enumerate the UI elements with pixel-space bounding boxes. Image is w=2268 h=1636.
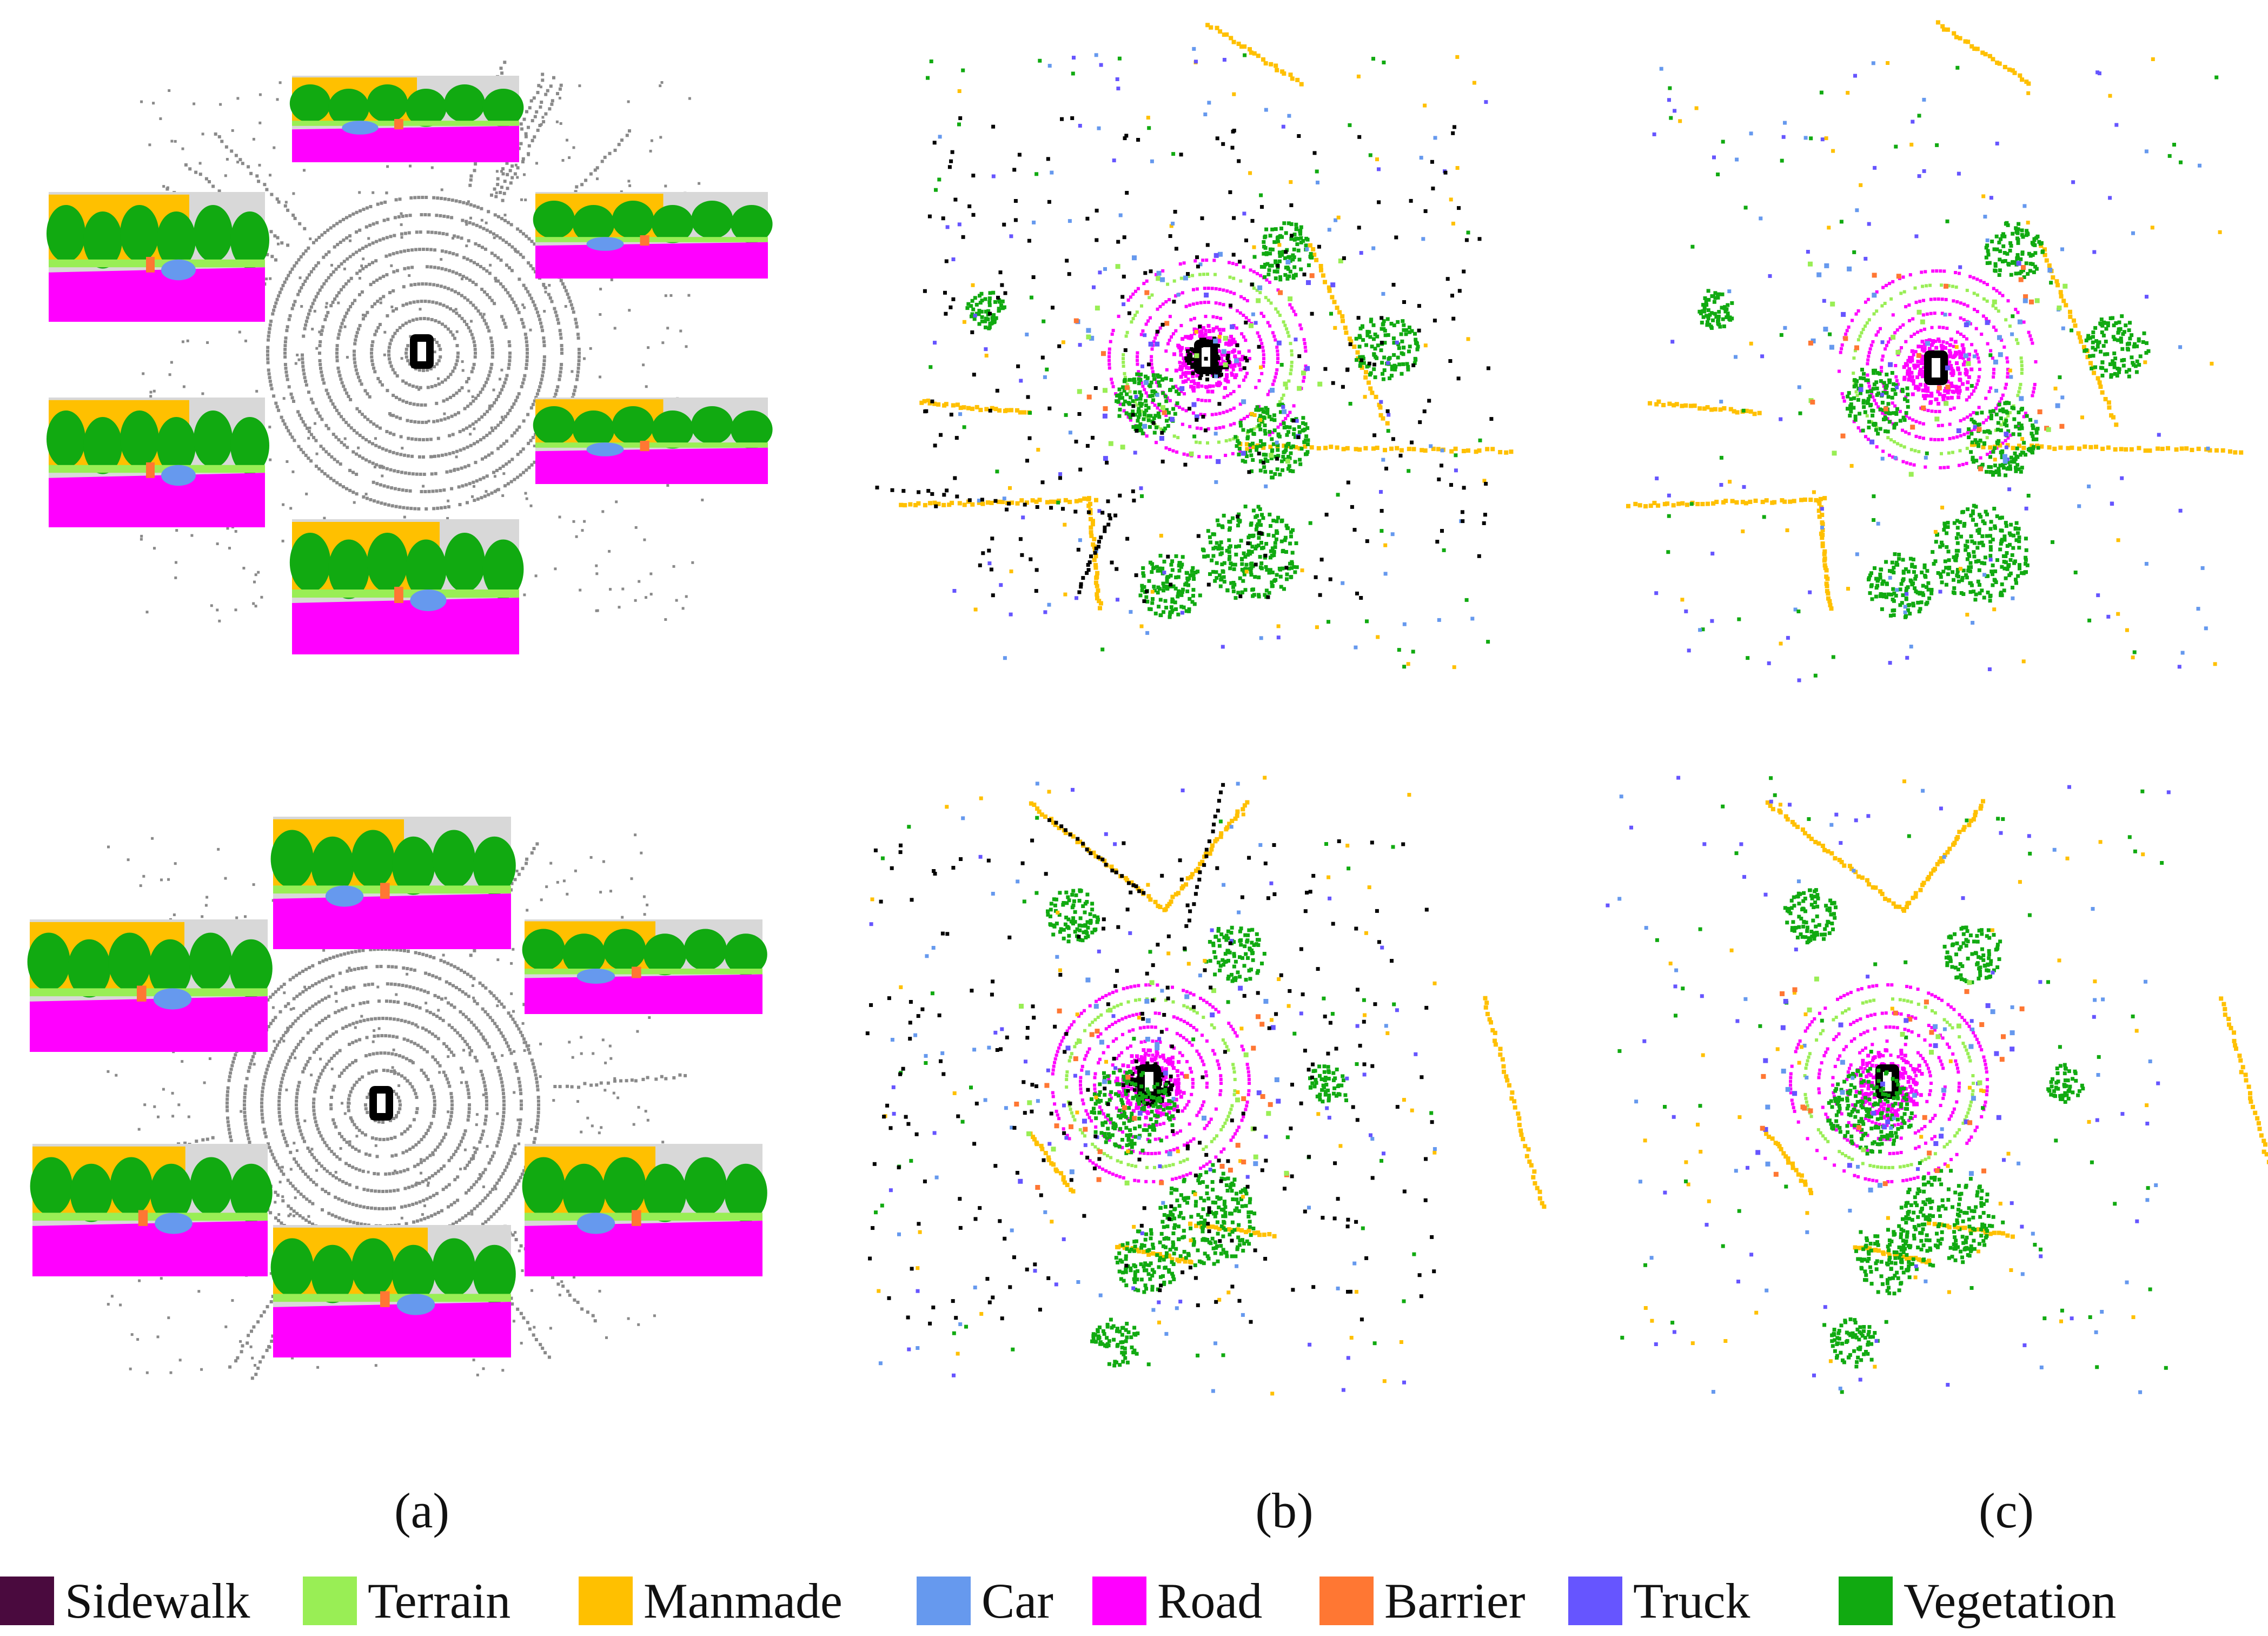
caption-b: (b) xyxy=(1255,1483,1314,1538)
camera-view-3 xyxy=(522,919,767,1014)
legend-item-vegetation: Vegetation xyxy=(1839,1573,2117,1628)
panel-b-top-segmentation-map xyxy=(875,23,1514,670)
figure-canvas xyxy=(27,20,2268,1396)
legend-swatch-truck xyxy=(1568,1577,1622,1625)
legend-label-vegetation: Vegetation xyxy=(1904,1573,2117,1628)
legend-swatch-sidewalk xyxy=(0,1577,54,1625)
panel-c-bottom-segmentation-map xyxy=(1606,776,2268,1394)
legend-swatch-road xyxy=(1092,1577,1146,1625)
legend: Sidewalk Terrain Manmade Car Road Barrie… xyxy=(0,1558,2268,1633)
legend-item-terrain: Terrain xyxy=(303,1573,511,1628)
panel-c-top-segmentation-map xyxy=(1626,20,2244,683)
legend-swatch-car xyxy=(917,1577,971,1625)
panel-b-bottom-segmentation-map xyxy=(865,776,1547,1396)
legend-label-manmade: Manmade xyxy=(644,1573,843,1628)
panel-a-bottom-camera-lidar-view xyxy=(27,817,767,1380)
legend-label-barrier: Barrier xyxy=(1384,1573,1526,1628)
caption-c: (c) xyxy=(1978,1483,2034,1538)
camera-view-4 xyxy=(30,1144,273,1276)
camera-view-2 xyxy=(27,919,273,1052)
legend-swatch-terrain xyxy=(303,1577,357,1625)
legend-swatch-manmade xyxy=(579,1577,633,1625)
legend-item-manmade: Manmade xyxy=(579,1573,843,1628)
legend-item-truck: Truck xyxy=(1568,1573,1750,1628)
legend-label-terrain: Terrain xyxy=(368,1573,511,1628)
camera-view-2 xyxy=(47,192,269,322)
camera-view-1 xyxy=(289,76,524,162)
camera-view-5 xyxy=(522,1144,767,1276)
legend-label-sidewalk: Sidewalk xyxy=(65,1573,250,1628)
legend-swatch-barrier xyxy=(1319,1577,1374,1625)
camera-view-5 xyxy=(533,398,773,484)
legend-label-car: Car xyxy=(982,1573,1053,1628)
camera-view-6 xyxy=(289,519,524,654)
panel-a-top-camera-lidar-view xyxy=(47,61,773,654)
legend-label-truck: Truck xyxy=(1633,1573,1750,1628)
legend-swatch-vegetation xyxy=(1839,1577,1893,1625)
legend-item-road: Road xyxy=(1092,1573,1263,1628)
legend-label-road: Road xyxy=(1157,1573,1263,1628)
camera-view-6 xyxy=(270,1225,516,1357)
camera-view-1 xyxy=(270,817,516,949)
caption-a: (a) xyxy=(394,1483,450,1538)
legend-item-car: Car xyxy=(917,1573,1053,1628)
camera-view-4 xyxy=(47,398,269,527)
legend-item-barrier: Barrier xyxy=(1319,1573,1526,1628)
legend-item-sidewalk: Sidewalk xyxy=(0,1573,250,1628)
camera-view-3 xyxy=(533,192,773,279)
